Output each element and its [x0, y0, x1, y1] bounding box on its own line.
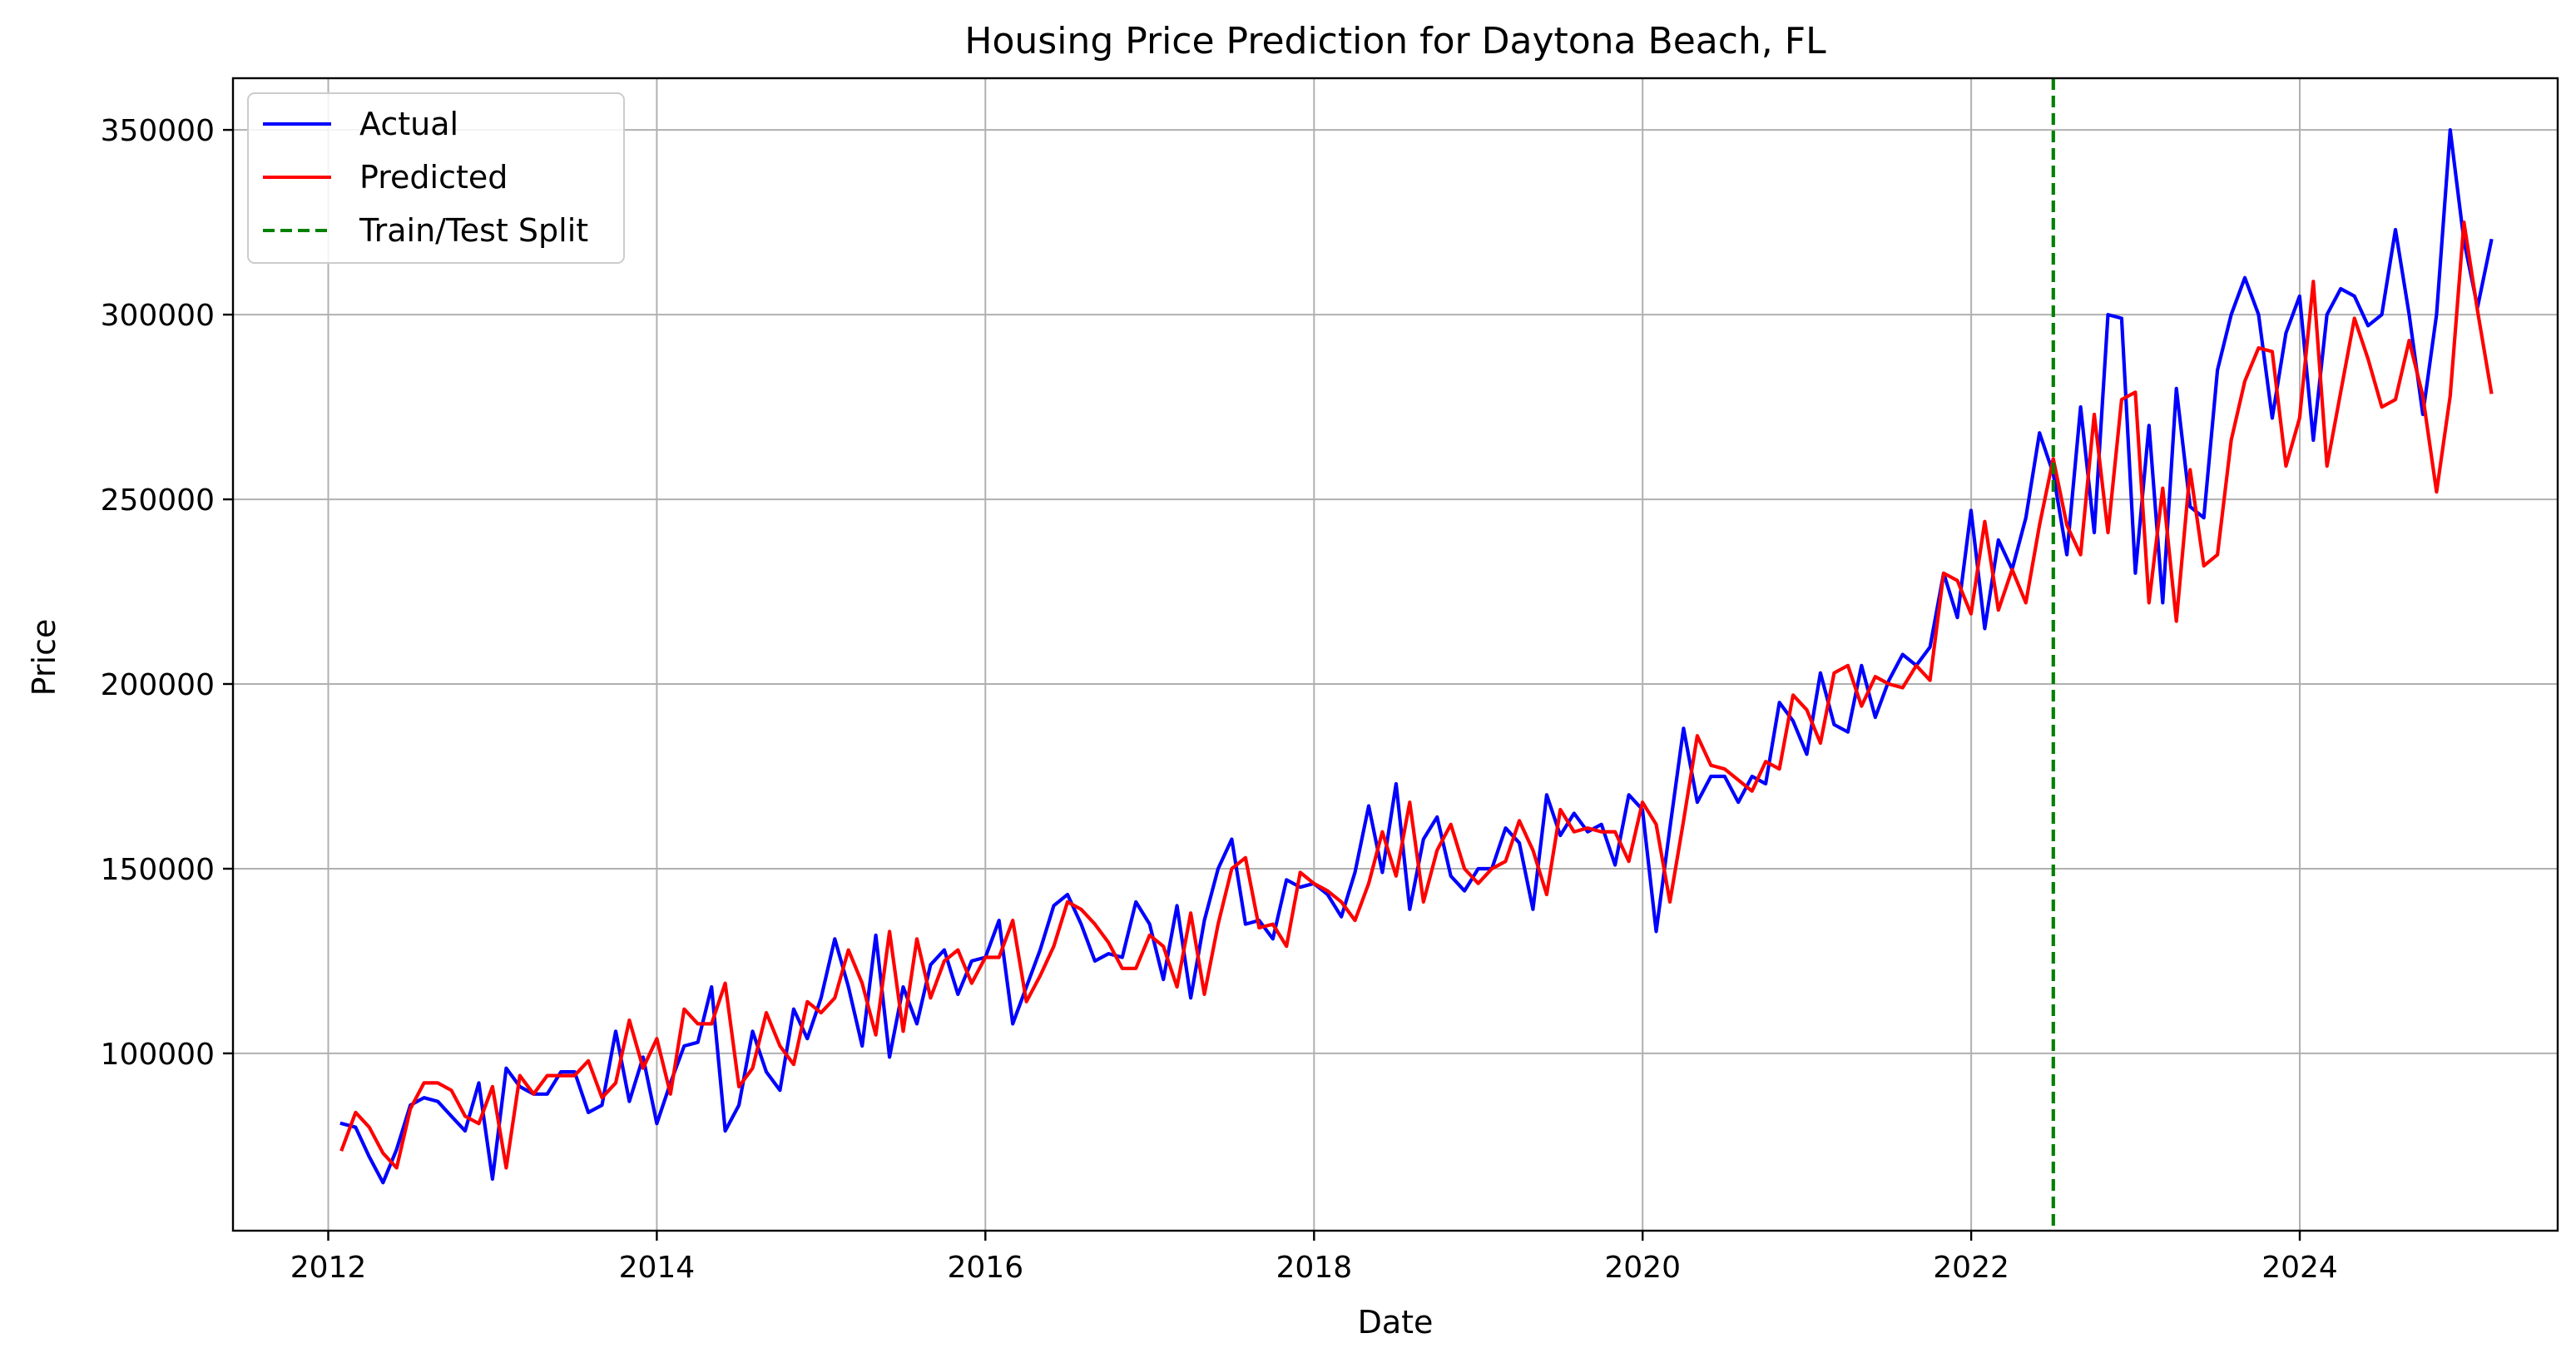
legend-label-split: Train/Test Split [359, 212, 588, 249]
legend-label-actual: Actual [359, 106, 458, 142]
series-line-actual [339, 128, 2494, 1185]
x-tick-label: 2022 [1933, 1251, 2009, 1285]
legend: Actual Predicted Train/Test Split [247, 92, 625, 264]
series-line-predicted [339, 221, 2494, 1170]
x-tick-label: 2016 [947, 1251, 1023, 1285]
y-tick-label: 350000 [101, 114, 215, 148]
chart-title: Housing Price Prediction for Daytona Bea… [964, 20, 1826, 62]
y-tick-label: 200000 [101, 668, 215, 702]
x-tick-label: 2014 [619, 1251, 696, 1285]
legend-label-predicted: Predicted [359, 159, 508, 196]
axis-ticks: 2012 2014 2016 2018 2020 2022 2024 100000 150000… [101, 114, 2338, 1285]
y-tick-label: 300000 [101, 299, 215, 333]
y-tick-label: 150000 [101, 853, 215, 887]
y-axis-label: Price [26, 619, 62, 696]
series-layer [339, 128, 2494, 1185]
x-tick-label: 2024 [2261, 1251, 2338, 1285]
x-tick-label: 2020 [1604, 1251, 1681, 1285]
plot-frame [231, 77, 2559, 1232]
x-axis-label: Date [1358, 1304, 1434, 1341]
y-tick-label: 100000 [101, 1038, 215, 1072]
y-tick-label: 250000 [101, 483, 215, 518]
x-tick-label: 2018 [1276, 1251, 1352, 1285]
legend-box [247, 92, 625, 264]
x-tick-label: 2012 [290, 1251, 367, 1285]
